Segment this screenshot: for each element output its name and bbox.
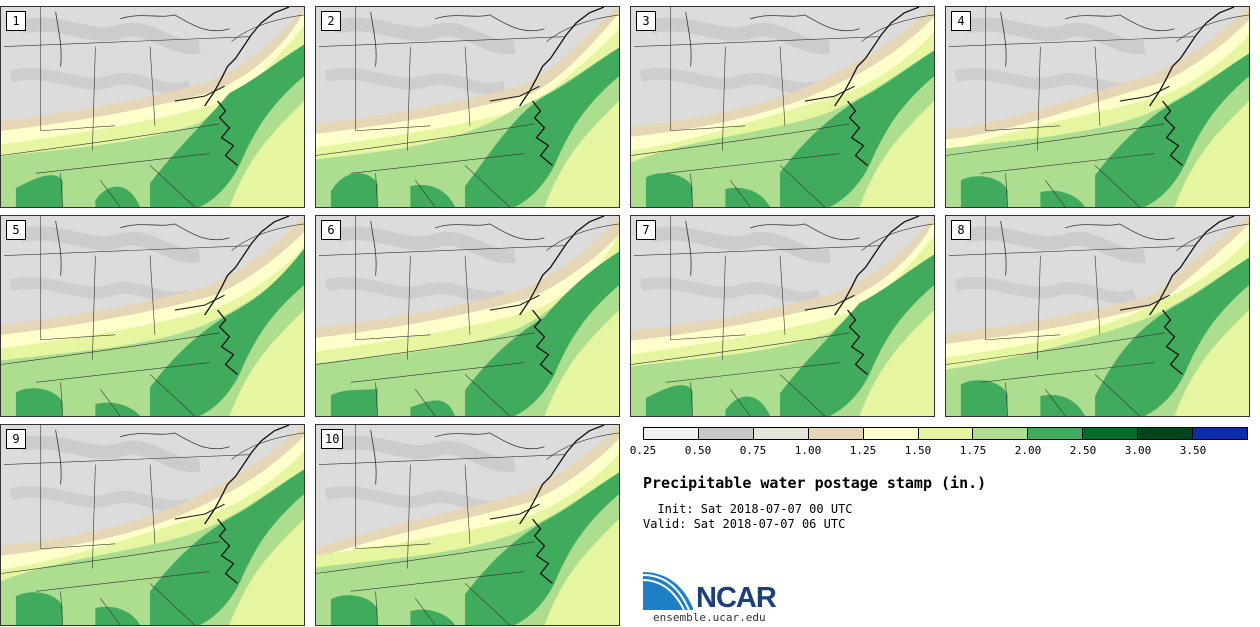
precip-map [1, 216, 304, 416]
postage-stamp-panel: 2 [315, 6, 620, 208]
legend-tick-label: 1.75 [959, 444, 987, 457]
ncar-swoosh-icon [642, 572, 693, 611]
website-url: ensemble.ucar.edu [653, 611, 766, 624]
precip-map [946, 7, 1249, 207]
member-number: 10 [321, 429, 344, 449]
member-number: 4 [951, 11, 971, 31]
legend-swatch [1138, 428, 1194, 439]
precip-map [631, 216, 934, 416]
postage-stamp-panel: 3 [630, 6, 935, 208]
legend-swatch [1028, 428, 1084, 439]
init-time: Init: Sat 2018-07-07 00 UTC [643, 502, 853, 516]
postage-stamp-panel: 6 [315, 215, 620, 417]
precip-map [1, 425, 304, 625]
legend-swatch [1083, 428, 1139, 439]
legend-tick-label: 2.00 [1014, 444, 1042, 457]
member-number: 1 [6, 11, 26, 31]
member-number: 7 [636, 220, 656, 240]
legend-tick-label: 1.25 [849, 444, 877, 457]
legend-swatch [698, 428, 754, 439]
postage-stamp-panel: 5 [0, 215, 305, 417]
precip-map [631, 7, 934, 207]
color-legend: 0.25 0.50 0.75 1.00 1.25 1.50 1.75 2.00 2.50 3.00… [630, 427, 1248, 457]
legend-swatch [753, 428, 809, 439]
valid-time: Valid: Sat 2018-07-07 06 UTC [643, 517, 846, 531]
legend-tick-label: 1.00 [794, 444, 822, 457]
logo-wordmark: NCAR [696, 582, 777, 614]
postage-stamp-panel: 4 [945, 6, 1250, 208]
legend-ticks: 0.25 0.50 0.75 1.00 1.25 1.50 1.75 2.00 2.50 3.00… [630, 440, 1248, 457]
postage-stamp-panel: 8 [945, 215, 1250, 417]
postage-stamp-panel: 9 [0, 424, 305, 626]
member-number: 2 [321, 11, 341, 31]
legend-swatch [644, 428, 699, 439]
legend-swatch [918, 428, 974, 439]
legend-swatch [808, 428, 864, 439]
legend-tick-label: 0.25 [629, 444, 657, 457]
member-number: 8 [951, 220, 971, 240]
member-number: 6 [321, 220, 341, 240]
legend-swatches [643, 427, 1248, 440]
time-info: Init: Sat 2018-07-07 00 UTC Valid: Sat 2… [643, 502, 853, 532]
legend-swatch [863, 428, 919, 439]
precip-map [946, 216, 1249, 416]
member-number: 5 [6, 220, 26, 240]
legend-tick-label: 3.50 [1179, 444, 1207, 457]
legend-swatch [973, 428, 1029, 439]
legend-tick-label: 0.75 [739, 444, 767, 457]
precip-map [316, 425, 619, 625]
postage-stamp-panel: 10 [315, 424, 620, 626]
legend-tick-label: 0.50 [684, 444, 712, 457]
precip-map [1, 7, 304, 207]
legend-tick-label: 3.00 [1124, 444, 1152, 457]
precip-map [316, 216, 619, 416]
precip-map [316, 7, 619, 207]
legend-swatch [1193, 428, 1247, 439]
postage-stamp-panel: 7 [630, 215, 935, 417]
legend-tick-label: 2.50 [1069, 444, 1097, 457]
legend-tick-label: 1.50 [904, 444, 932, 457]
member-number: 9 [6, 429, 26, 449]
ncar-logo: NCAR [642, 570, 777, 614]
member-number: 3 [636, 11, 656, 31]
figure-title: Precipitable water postage stamp (in.) [643, 474, 987, 492]
postage-stamp-panel: 1 [0, 6, 305, 208]
